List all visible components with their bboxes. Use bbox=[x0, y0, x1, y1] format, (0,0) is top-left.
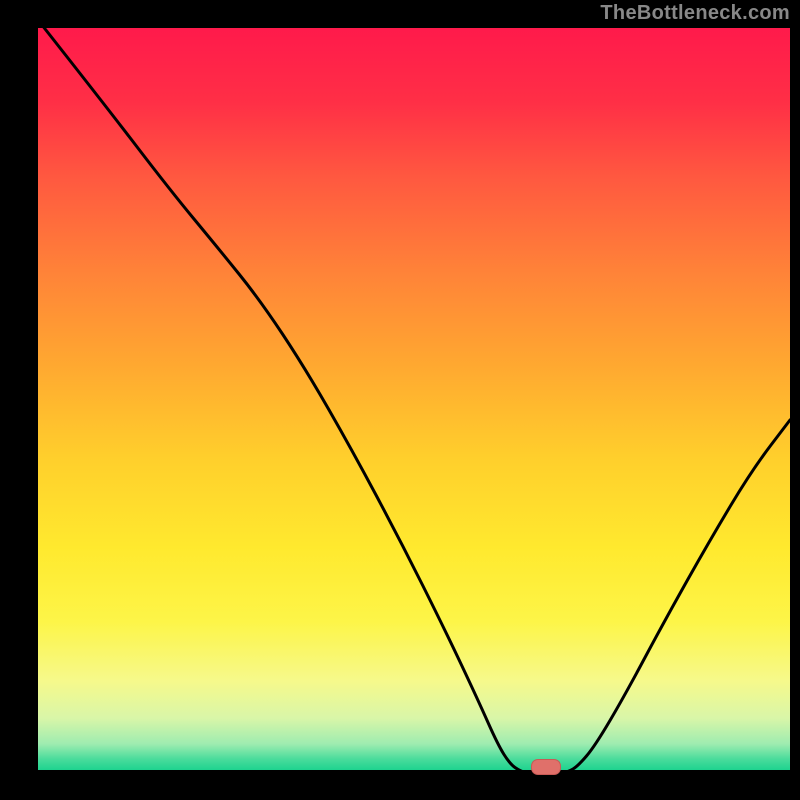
heat-gradient-area bbox=[38, 28, 790, 770]
bottleneck-chart bbox=[0, 0, 800, 800]
chart-container: TheBottleneck.com bbox=[0, 0, 800, 800]
optimal-marker bbox=[531, 759, 561, 775]
